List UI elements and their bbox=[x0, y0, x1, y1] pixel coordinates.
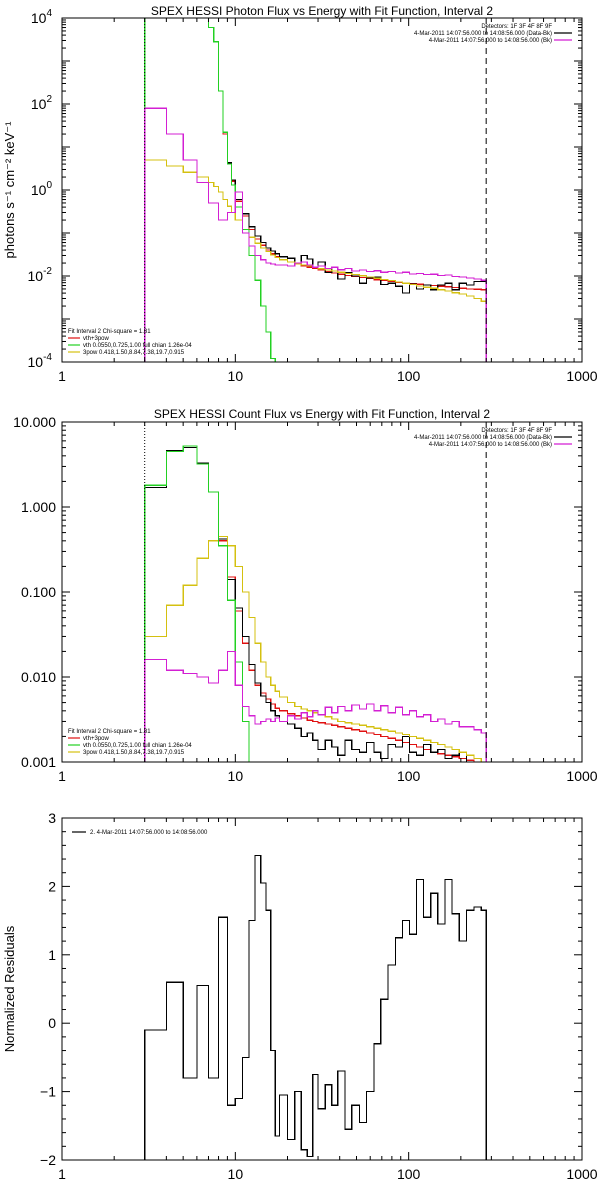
series-line-3pow bbox=[144, 535, 487, 762]
legend-entry: Fit Interval 2 Chi-square = 1.81 bbox=[68, 729, 151, 735]
legend-entry: 4-Mar-2011 14:07:56.000 to 14:08:56.000 … bbox=[414, 31, 552, 37]
photon-flux-panel: SPEX HESSI Photon Flux vs Energy with Fi… bbox=[2, 4, 598, 384]
legend-entry: vth+3pow bbox=[83, 336, 110, 342]
plot-frame bbox=[61, 421, 583, 763]
y-tick-base: 10 bbox=[31, 10, 47, 26]
y-tick-label: 1 bbox=[48, 947, 56, 963]
chart-title: SPEX HESSI Photon Flux vs Energy with Fi… bbox=[151, 4, 493, 18]
residuals-panel: 1 10 100 1000 −2 −1 0 1 2 3 Normalized Residuals 2.… bbox=[2, 810, 598, 1182]
y-tick-label: 10-4 bbox=[28, 352, 53, 370]
y-tick-label: 0 bbox=[48, 1015, 56, 1031]
y-tick-label: 3 bbox=[48, 810, 56, 826]
series-line-vth bbox=[144, 18, 487, 362]
plot-frame bbox=[61, 817, 583, 1161]
y-tick-label: 0.100 bbox=[21, 584, 56, 600]
y-tick-label: 1.000 bbox=[21, 499, 56, 515]
x-tick-label: 100 bbox=[397, 368, 421, 384]
x-tick-label: 10 bbox=[228, 768, 244, 784]
y-tick-label: 10-2 bbox=[28, 266, 53, 284]
y-tick-exponent: 0 bbox=[46, 180, 52, 191]
legend-entry: vth 0.0550,0.725,1.00 full chian 1.26e-0… bbox=[83, 343, 192, 349]
y-tick-exponent: 4 bbox=[46, 8, 52, 19]
series-line-2-4-mar-2011-14-07-56-000-to-14-08-56-000 bbox=[144, 855, 487, 1160]
series-group bbox=[144, 855, 487, 1160]
x-tick-label: 1000 bbox=[566, 368, 597, 384]
x-tick-label: 1 bbox=[58, 1166, 66, 1182]
x-tick-label: 10 bbox=[228, 368, 244, 384]
plot-frame bbox=[61, 17, 583, 363]
y-tick-base: 10 bbox=[31, 182, 47, 198]
count-flux-panel: SPEX HESSI Count Flux vs Energy with Fit… bbox=[13, 407, 598, 784]
y-tick-label: 0.010 bbox=[21, 669, 56, 685]
y-tick-base: 10 bbox=[28, 268, 44, 284]
y-tick-label: −1 bbox=[40, 1084, 56, 1100]
series-line-bk bbox=[144, 650, 487, 762]
x-tick-label: 1 bbox=[58, 768, 66, 784]
legend-entry: 2. 4-Mar-2011 14:07:56.000 to 14:08:56.0… bbox=[90, 830, 208, 836]
x-tick-label: 1 bbox=[58, 368, 66, 384]
series-line-vth bbox=[144, 445, 487, 762]
legend-entry: 4-Mar-2011 14:07:56.000 to 14:08:56.000 … bbox=[414, 435, 552, 441]
y-tick-exponent: -2 bbox=[43, 266, 52, 277]
series-line-vth-3pow bbox=[144, 445, 487, 762]
y-axis-label: Normalized Residuals bbox=[2, 925, 17, 1052]
x-tick-label: 1000 bbox=[566, 1166, 597, 1182]
series-group bbox=[144, 445, 487, 762]
legend-entry: 4-Mar-2011 14:07:56.000 to 14:08:56.000 … bbox=[429, 38, 552, 44]
legend-entry: 4-Mar-2011 14:07:56.000 to 14:08:56.000 … bbox=[429, 442, 552, 448]
y-tick-label: 102 bbox=[31, 94, 53, 112]
series-line-data-bk bbox=[144, 447, 487, 762]
y-tick-label: 10.000 bbox=[13, 414, 56, 430]
y-tick-label: −2 bbox=[40, 1152, 56, 1168]
legend-entry: vth+3pow bbox=[83, 736, 110, 742]
legend-entry: Fit Interval 2 Chi-square = 1.81 bbox=[68, 329, 151, 335]
y-tick-base: 10 bbox=[28, 354, 44, 370]
x-tick-label: 100 bbox=[397, 1166, 421, 1182]
series-line-3pow bbox=[144, 159, 487, 362]
legend-entry: 3pow 0.418,1.50,8.84,7.38,19.7,0.915 bbox=[83, 350, 185, 356]
legend-entry: Detectors: 1F 3F 4F 8F 9F bbox=[481, 428, 552, 434]
y-tick-exponent: -4 bbox=[43, 352, 52, 363]
y-tick-base: 10 bbox=[31, 96, 47, 112]
x-tick-label: 1000 bbox=[566, 768, 597, 784]
legend-entry: vth 0.0550,0.725,1.00 full chian 1.26e-0… bbox=[83, 743, 192, 749]
legend-entry: Detectors: 1F 3F 4F 8F 9F bbox=[481, 24, 552, 30]
x-tick-label: 100 bbox=[397, 768, 421, 784]
y-tick-label: 104 bbox=[31, 8, 53, 26]
chart-title: SPEX HESSI Count Flux vs Energy with Fit… bbox=[154, 407, 490, 421]
series-line-bk bbox=[144, 107, 487, 362]
y-tick-label: 2 bbox=[48, 878, 56, 894]
y-axis-label: photons s⁻¹ cm⁻² keV⁻¹ bbox=[2, 121, 17, 259]
y-tick-exponent: 2 bbox=[46, 94, 52, 105]
y-tick-label: 0.001 bbox=[21, 754, 56, 770]
series-line-vth-3pow bbox=[144, 18, 487, 362]
y-tick-label: 100 bbox=[31, 180, 53, 198]
legend-entry: 3pow 0.418,1.50,8.84,7.38,19.7,0.915 bbox=[83, 750, 185, 756]
series-line-data-bk bbox=[144, 18, 487, 362]
x-tick-label: 10 bbox=[228, 1166, 244, 1182]
series-group bbox=[144, 18, 487, 362]
